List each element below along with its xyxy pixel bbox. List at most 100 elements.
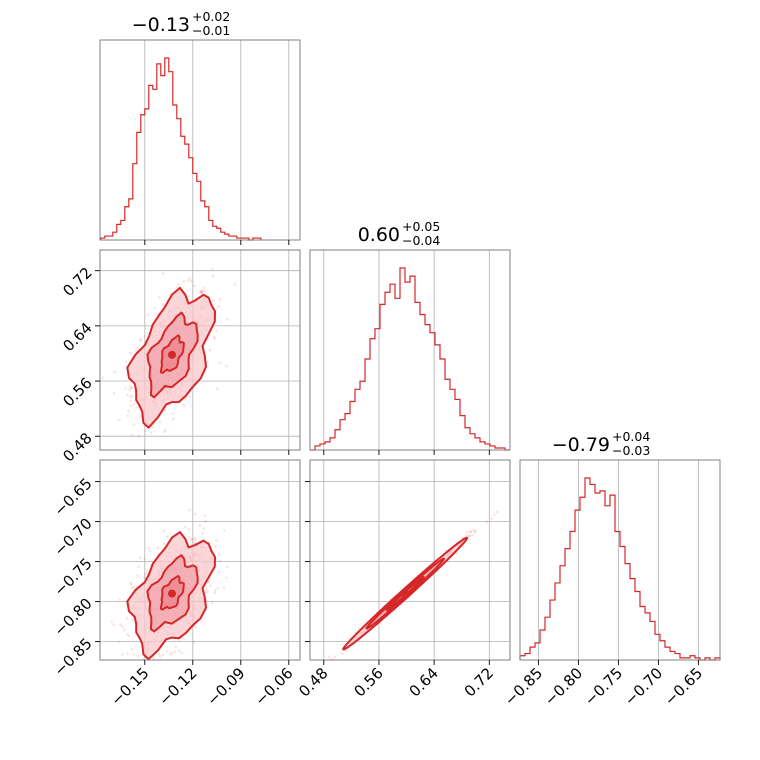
sample-point (205, 587, 209, 591)
sample-point (184, 396, 188, 400)
sample-point (101, 376, 104, 380)
sample-point (357, 626, 361, 630)
histogram-bin (520, 656, 525, 660)
scatter-panel-1 (99, 249, 301, 474)
sample-point (200, 292, 204, 295)
sample-point (177, 638, 181, 642)
histogram-bin (490, 446, 495, 450)
histogram-bin (390, 284, 395, 450)
sample-point (472, 528, 475, 532)
histogram-bin (485, 444, 490, 450)
sample-point (130, 583, 133, 586)
histogram-bin (153, 89, 157, 240)
sample-point (150, 431, 153, 435)
sample-point (173, 650, 177, 653)
x-tick-label: −0.70 (621, 664, 666, 709)
sample-point (143, 576, 146, 579)
histogram-bin (570, 532, 575, 660)
sample-point (150, 461, 153, 464)
histogram-bin (670, 651, 675, 660)
histogram-bin (157, 64, 161, 240)
sample-point (144, 429, 147, 432)
histogram-bin (345, 414, 350, 450)
sample-point (218, 559, 222, 563)
sample-point (200, 290, 204, 293)
sample-point (187, 528, 191, 531)
sample-point (215, 387, 219, 391)
sample-point (146, 331, 150, 335)
histogram-bin (525, 654, 530, 660)
histogram-bin (173, 105, 177, 240)
sample-point (132, 402, 136, 406)
scatter-panel-3 (309, 459, 511, 666)
sample-point (113, 370, 117, 374)
sample-point (147, 313, 150, 316)
x-tick-label: 0.48 (295, 664, 331, 700)
sample-point (187, 508, 191, 512)
sample-point (167, 666, 170, 669)
histogram-bin (420, 315, 425, 450)
gridlines (144, 40, 290, 240)
histogram-bin (625, 564, 630, 660)
histogram-bin (645, 613, 650, 660)
sample-point (208, 348, 212, 352)
histogram-bin (655, 634, 660, 660)
sample-point (187, 535, 191, 539)
sample-point (202, 286, 206, 290)
sample-point (144, 572, 147, 576)
sample-point (126, 414, 129, 418)
sample-point (183, 525, 187, 529)
sample-point (205, 599, 209, 603)
sample-point (204, 590, 208, 594)
sample-point (204, 519, 207, 523)
sample-point (130, 394, 134, 398)
sample-point (200, 289, 204, 293)
histogram-bin (450, 389, 455, 450)
histogram-bin (385, 292, 390, 450)
sample-point (200, 291, 203, 294)
sample-point (203, 588, 207, 592)
histogram-bin (590, 484, 595, 660)
histogram-bin (560, 566, 565, 660)
histogram-bin (615, 532, 620, 660)
sample-point (193, 541, 197, 545)
sample-point (152, 656, 156, 660)
sample-point (132, 585, 136, 589)
sample-point (128, 662, 131, 665)
histogram-bin (320, 444, 325, 450)
histogram-bin (480, 442, 485, 450)
sample-point (193, 537, 197, 540)
histogram-bin (620, 547, 625, 660)
sample-point (159, 471, 162, 474)
sample-point (126, 632, 129, 636)
sample-point (96, 636, 99, 639)
histogram-bin (161, 76, 165, 240)
sample-point (468, 534, 472, 537)
sample-point (485, 520, 488, 524)
sample-point (171, 412, 174, 415)
sample-point (341, 652, 344, 655)
histogram-bin (550, 600, 555, 660)
sample-point (158, 652, 161, 656)
sample-point (210, 601, 214, 605)
histogram-bin (400, 268, 405, 450)
sample-point (465, 533, 468, 537)
sample-point (207, 580, 211, 583)
sample-point (329, 660, 332, 663)
axes-frame (99, 39, 301, 241)
sample-point (213, 588, 217, 592)
sample-point (225, 565, 229, 569)
histogram-bin (475, 438, 480, 450)
parameter-title: 0.60 (358, 224, 400, 246)
sample-point (328, 663, 331, 666)
sample-point (128, 388, 132, 391)
sample-point (161, 653, 165, 657)
histogram-bin (535, 643, 540, 660)
x-tick-label: 0.64 (406, 664, 442, 700)
sample-point (136, 655, 140, 658)
histogram-bin (405, 282, 410, 450)
sample-point (164, 428, 168, 432)
sample-point (158, 655, 162, 658)
sample-point (211, 267, 214, 271)
